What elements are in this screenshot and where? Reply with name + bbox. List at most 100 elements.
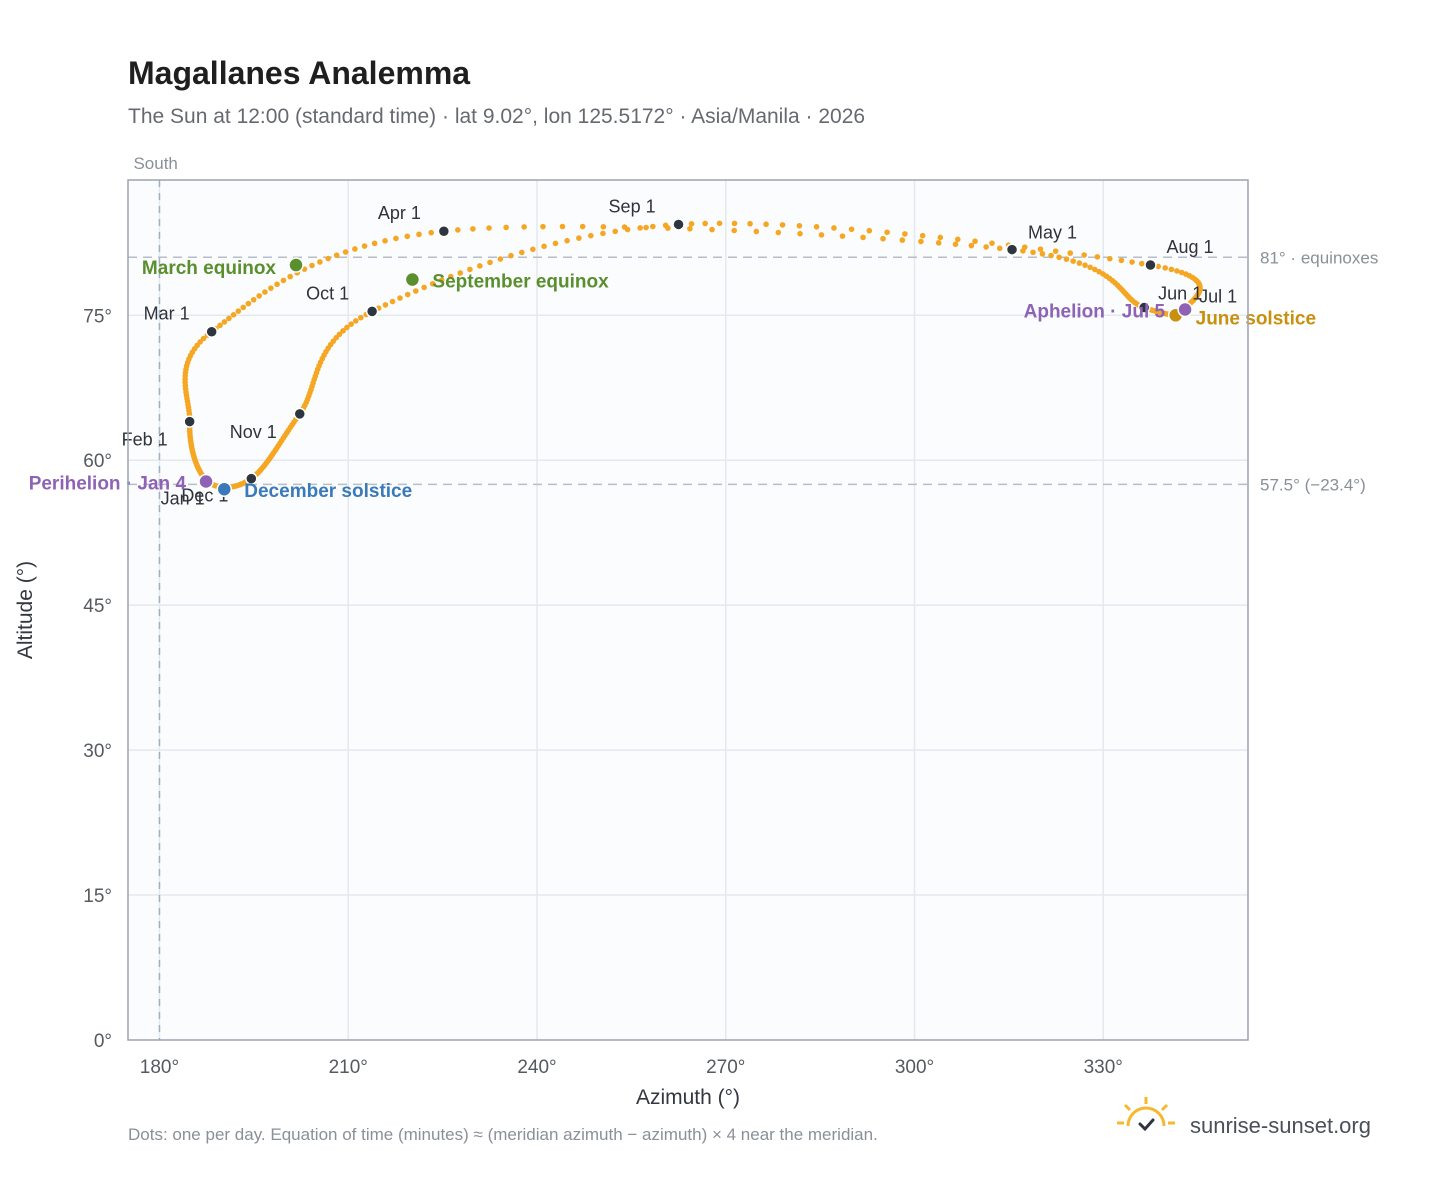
daily-sun-dot: [197, 339, 203, 345]
daily-sun-dot: [839, 233, 846, 239]
daily-sun-dot: [813, 223, 820, 230]
daily-sun-dot: [429, 280, 436, 287]
daily-sun-dot: [371, 240, 378, 247]
daily-sun-dot: [358, 314, 364, 321]
x-tick-label: 240°: [517, 1057, 556, 1078]
daily-sun-dot: [831, 225, 837, 231]
daily-sun-dot: [797, 230, 803, 237]
month-label: Oct 1: [306, 283, 349, 303]
daily-sun-dot: [412, 288, 419, 294]
daily-sun-dot: [508, 252, 514, 259]
daily-sun-dot: [775, 229, 782, 236]
daily-sun-dot: [217, 322, 223, 329]
daily-sun-dot: [954, 236, 961, 243]
daily-sun-dot: [576, 235, 582, 241]
daily-sun-dot: [393, 235, 399, 242]
daily-sun-dot: [382, 237, 388, 244]
month-label: Sep 1: [609, 196, 656, 216]
y-tick-label: 15°: [83, 886, 112, 907]
month-marker: [293, 407, 307, 421]
daily-sun-dot: [280, 277, 287, 284]
month-label: Dec 1: [181, 486, 228, 506]
daily-sun-dot: [361, 243, 368, 249]
daily-sun-dot: [1129, 259, 1135, 265]
x-axis-label: Azimuth (°): [636, 1086, 740, 1109]
event-marker: [198, 473, 214, 490]
reference-line-label: 81° · equinoxes: [1260, 248, 1378, 267]
x-tick-label: 330°: [1084, 1057, 1123, 1078]
daily-sun-dot: [643, 224, 649, 231]
daily-sun-dot: [333, 252, 340, 259]
daily-sun-dot: [902, 231, 908, 237]
daily-sun-dot: [344, 324, 350, 331]
daily-sun-dot: [497, 256, 504, 262]
daily-sun-dot: [457, 270, 464, 276]
daily-sun-dot: [866, 227, 873, 234]
daily-sun-dot: [763, 221, 769, 228]
daily-sun-dot: [1063, 256, 1070, 262]
daily-sun-dot: [1168, 266, 1175, 273]
sun-checkmark-icon: [1117, 1097, 1175, 1132]
daily-sun-dot: [1174, 268, 1180, 274]
daily-sun-dot: [438, 277, 445, 283]
daily-sun-dot: [342, 249, 349, 255]
daily-sun-dot: [1082, 262, 1088, 268]
daily-sun-dot: [662, 222, 669, 229]
daily-sun-dot: [397, 295, 403, 301]
daily-sun-dot: [404, 291, 411, 298]
daily-sun-dot: [1162, 265, 1168, 271]
daily-sun-dot: [588, 232, 594, 239]
daily-sun-dot: [448, 273, 454, 280]
month-marker: [183, 415, 196, 428]
month-label: Feb 1: [122, 430, 168, 450]
daily-sun-dot: [1067, 250, 1074, 256]
daily-sun-dot: [455, 227, 461, 233]
daily-sun-dot: [848, 226, 855, 233]
y-axis-label: Altitude (°): [14, 561, 37, 659]
y-tick-label: 75°: [83, 306, 112, 327]
daily-sun-dot: [899, 237, 906, 243]
daily-sun-dot: [996, 245, 1003, 252]
daily-sun-dot: [503, 224, 509, 231]
grid-lines: [128, 180, 1248, 1040]
x-tick-label: 180°: [140, 1057, 179, 1078]
daily-sun-dot: [348, 321, 354, 327]
y-tick-label: 30°: [83, 741, 112, 762]
event-markers: March equinox September equinox June solst…: [29, 257, 1316, 502]
daily-sun-dot: [552, 240, 559, 247]
daily-sun-dot: [1087, 264, 1093, 271]
daily-sun-dot: [340, 328, 346, 334]
daily-sun-dot: [747, 220, 753, 227]
x-tick-label: 270°: [706, 1057, 745, 1078]
daily-sun-dot: [1021, 244, 1028, 250]
month-label: Jun 1: [1158, 284, 1202, 304]
daily-sun-dot: [486, 225, 492, 231]
month-marker: [1144, 258, 1157, 272]
chart-title: Magallanes Analemma: [128, 55, 470, 91]
daily-sun-dot: [579, 223, 586, 230]
daily-sun-dot: [389, 298, 396, 305]
event-label: Aphelion · Jul 5: [1024, 301, 1166, 322]
daily-sun-dot: [637, 225, 643, 231]
daily-sun-dot: [1092, 266, 1098, 273]
event-label: June solstice: [1196, 308, 1316, 329]
daily-sun-dot: [600, 230, 606, 237]
month-marker: [672, 218, 685, 231]
footnote: Dots: one per day. Equation of time (min…: [128, 1125, 878, 1144]
chart-subtitle: The Sun at 12:00 (standard time) · lat 9…: [128, 105, 865, 128]
daily-sun-dot: [880, 235, 886, 242]
daily-sun-dot: [421, 284, 427, 291]
brand-name: sunrise-sunset.org: [1190, 1113, 1371, 1138]
event-label: December solstice: [244, 481, 412, 502]
daily-sun-dot: [1037, 246, 1044, 252]
month-marker: [205, 325, 218, 338]
x-tick-label: 210°: [329, 1057, 368, 1078]
month-marker: [1005, 243, 1019, 256]
daily-sun-dot: [1178, 269, 1185, 276]
daily-sun-dot: [983, 244, 989, 250]
event-marker: [288, 257, 304, 273]
daily-sun-dot: [687, 225, 693, 232]
y-tick-label: 0°: [94, 1031, 112, 1052]
event-label: Perihelion · Jan 4: [29, 473, 187, 494]
